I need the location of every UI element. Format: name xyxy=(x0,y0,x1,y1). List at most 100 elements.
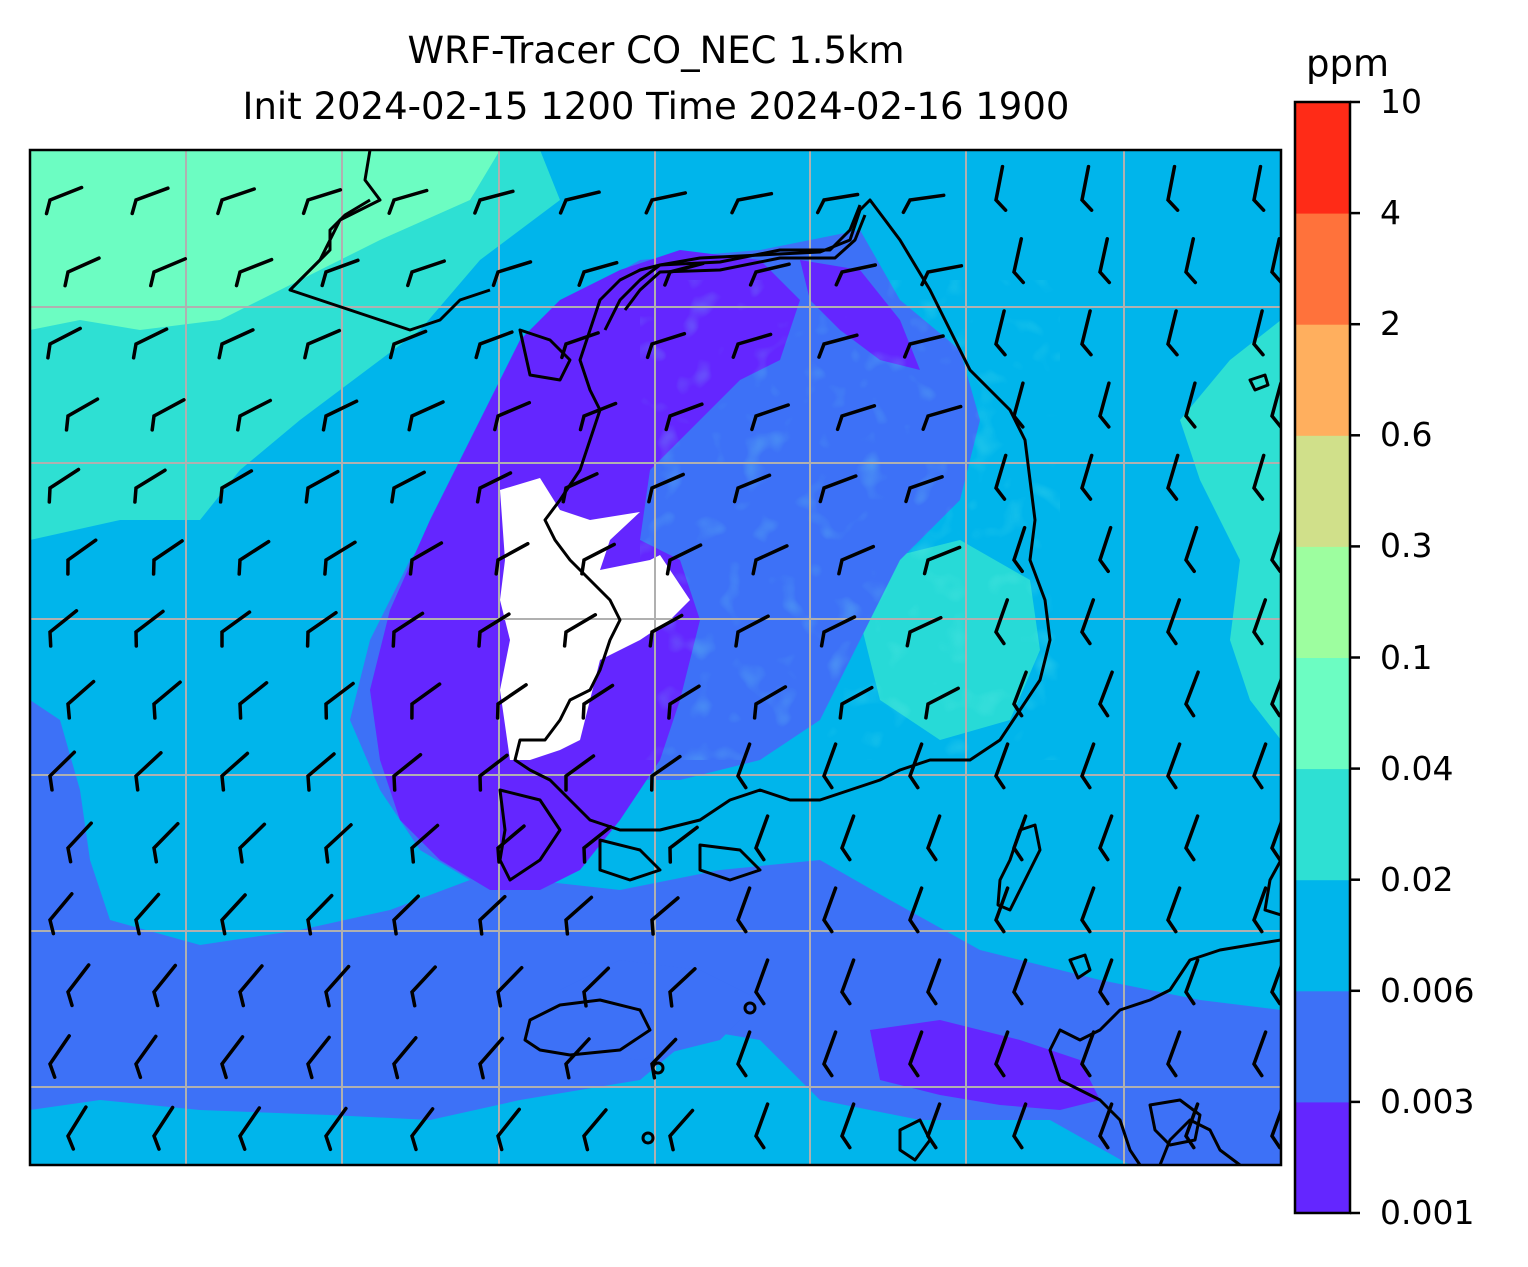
wind-barb xyxy=(238,681,269,720)
colorbar-tick-label: 0.6 xyxy=(1380,415,1433,455)
wind-barb xyxy=(48,750,77,792)
colorbar-segment xyxy=(1295,657,1350,770)
wind-barb xyxy=(837,544,876,576)
wind-barb xyxy=(1098,525,1113,574)
colorbar-segment xyxy=(1295,879,1350,992)
wind-barb xyxy=(1184,958,1200,1006)
coastline-east-island xyxy=(1248,373,1270,392)
wind-barb xyxy=(1012,814,1028,862)
wind-barb xyxy=(649,754,682,792)
wind-barb xyxy=(1098,1102,1114,1150)
wind-barb xyxy=(324,681,355,720)
wind-barb xyxy=(994,164,1008,212)
wind-barb xyxy=(1252,886,1268,934)
wind-barb xyxy=(323,540,357,576)
wind-barb xyxy=(1166,598,1182,646)
wind-barb xyxy=(754,1102,770,1150)
wind-barb xyxy=(388,329,428,360)
wind-barb xyxy=(994,598,1010,646)
wind-barb xyxy=(410,682,442,720)
wind-barb xyxy=(1012,958,1028,1006)
wind-barb xyxy=(1080,886,1096,934)
wind-barb xyxy=(238,1106,262,1151)
wind-barb xyxy=(134,609,165,648)
wind-barb xyxy=(902,334,945,359)
wind-barb xyxy=(1166,742,1182,790)
wind-barb xyxy=(392,752,423,792)
wind-barb xyxy=(305,610,338,648)
wind-barb xyxy=(321,399,359,432)
wind-barb xyxy=(324,823,353,864)
coastline-sw-islands xyxy=(498,788,562,882)
wind-barb xyxy=(1184,1102,1200,1150)
wind-barb xyxy=(473,189,515,215)
wind-barb xyxy=(320,258,360,288)
wind-barb xyxy=(1252,598,1268,646)
wind-barb xyxy=(1080,164,1094,212)
colorbar-segment xyxy=(1295,435,1350,547)
wind-barb xyxy=(1012,525,1027,574)
colorbar-segment xyxy=(1295,990,1350,1103)
wind-barb xyxy=(217,328,255,360)
wind-barb xyxy=(238,822,267,864)
wind-barb xyxy=(1270,237,1281,285)
wind-barb xyxy=(131,327,169,360)
wind-barb xyxy=(1080,453,1094,501)
wind-barb xyxy=(220,893,247,936)
concentration-texture xyxy=(640,280,1060,760)
wind-barb xyxy=(133,468,167,504)
wind-barb xyxy=(237,539,271,576)
wind-barb xyxy=(66,821,93,864)
wind-barb xyxy=(905,615,943,648)
colorbar-tick-label: 0.04 xyxy=(1380,748,1454,788)
wind-barb xyxy=(577,260,619,287)
colorbar-tick-label: 0.003 xyxy=(1380,1081,1475,1121)
wind-barb xyxy=(1080,598,1096,646)
wind-barb xyxy=(754,958,770,1006)
wind-barb xyxy=(732,473,772,504)
concentration-band-0003-wjeju xyxy=(560,960,760,1060)
coastline-north-border-2 xyxy=(623,214,867,311)
wind-barb xyxy=(149,257,188,288)
wind-barb xyxy=(493,400,532,432)
wind-barb xyxy=(647,472,685,504)
wind-barb xyxy=(406,259,446,288)
colorbar-segment xyxy=(1295,102,1350,214)
wind-barb xyxy=(64,397,100,432)
wind-barb xyxy=(152,680,182,720)
wind-barb xyxy=(1166,164,1180,212)
wind-barb xyxy=(838,685,874,720)
wind-barb xyxy=(46,326,82,360)
wind-barb xyxy=(218,469,254,504)
wind-barb xyxy=(47,467,81,504)
wind-barb xyxy=(63,256,101,288)
wind-barb xyxy=(236,398,273,432)
wind-barb xyxy=(564,895,594,936)
wind-barb xyxy=(748,262,791,287)
wind-barb xyxy=(663,261,705,287)
wind-barb xyxy=(151,539,184,576)
wind-barb xyxy=(1184,381,1197,429)
wind-barb xyxy=(304,469,340,504)
wind-barb xyxy=(1080,309,1093,357)
coastlines xyxy=(288,150,1281,1165)
colorbar-tick-label: 10 xyxy=(1380,82,1422,121)
wind-barb xyxy=(478,1036,505,1080)
wind-barb xyxy=(904,475,944,504)
wind-barb xyxy=(667,684,701,720)
wind-barb xyxy=(44,185,84,216)
wind-barb xyxy=(152,1105,175,1151)
wind-barb xyxy=(220,1035,245,1080)
wind-barb xyxy=(1166,309,1179,357)
map-frame xyxy=(28,148,1283,1167)
wind-barb xyxy=(648,613,684,648)
wind-barb xyxy=(1098,670,1114,718)
wind-barb xyxy=(818,474,858,504)
coastline-japan-kyushu xyxy=(1048,938,1281,1165)
coastline-w-islands xyxy=(518,328,572,382)
wind-barb xyxy=(1080,742,1096,790)
wind-barb xyxy=(1012,1102,1028,1150)
wind-barb xyxy=(840,958,856,1006)
wind-barb xyxy=(134,892,161,936)
colorbar-tick-label: 0.001 xyxy=(1380,1193,1475,1232)
